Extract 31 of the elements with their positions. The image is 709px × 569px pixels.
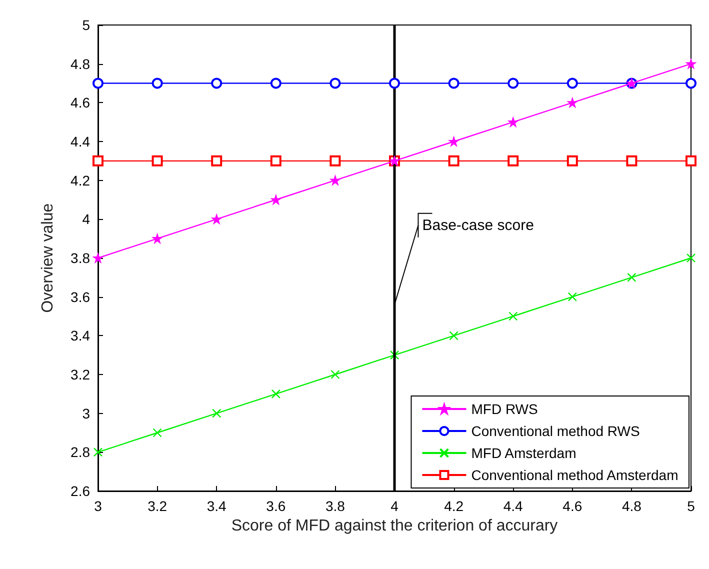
x-tick-label: 3.4 — [206, 498, 227, 514]
y-tick-label: 4.8 — [70, 56, 90, 72]
y-tick-label: 3.8 — [70, 250, 90, 266]
y-tick-label: 4.4 — [70, 134, 90, 150]
x-tick-label: 4.8 — [622, 498, 642, 514]
x-tick-label: 4.4 — [503, 498, 524, 514]
y-tick-label: 2.8 — [70, 444, 90, 460]
x-tick-label: 4 — [390, 498, 399, 514]
x-tick-label: 3.8 — [325, 498, 346, 514]
y-tick-label: 5 — [82, 17, 90, 33]
legend-label: Conventional method Amsterdam — [471, 467, 678, 483]
y-tick-label: 3.2 — [70, 366, 90, 382]
x-tick-label: 3.6 — [266, 498, 286, 514]
y-tick-label: 3 — [82, 405, 90, 422]
x-tick-label: 4.2 — [444, 498, 464, 514]
x-axis-title: Score of MFD against the criterion of accurary — [231, 517, 558, 534]
x-tick-label: 5 — [687, 498, 696, 514]
x-tick-label: 3 — [94, 498, 102, 514]
y-tick-label: 2.6 — [70, 483, 90, 499]
x-tick-label: 4.6 — [562, 498, 582, 514]
y-axis-title: Overview value — [40, 203, 56, 313]
x-tick-label: 3.2 — [148, 498, 168, 514]
y-tick-label: 4 — [82, 211, 90, 228]
y-tick-label: 3.4 — [70, 328, 90, 344]
y-tick-label: 4.2 — [70, 172, 90, 188]
legend-label: Conventional method RWS — [471, 423, 640, 439]
ref-line-label: Base-case score — [422, 216, 534, 234]
y-tick-label: 4.6 — [70, 94, 90, 111]
legend-label: MFD RWS — [471, 401, 538, 417]
legend-label: MFD Amsterdam — [471, 445, 576, 461]
y-tick-label: 3.6 — [70, 288, 90, 305]
